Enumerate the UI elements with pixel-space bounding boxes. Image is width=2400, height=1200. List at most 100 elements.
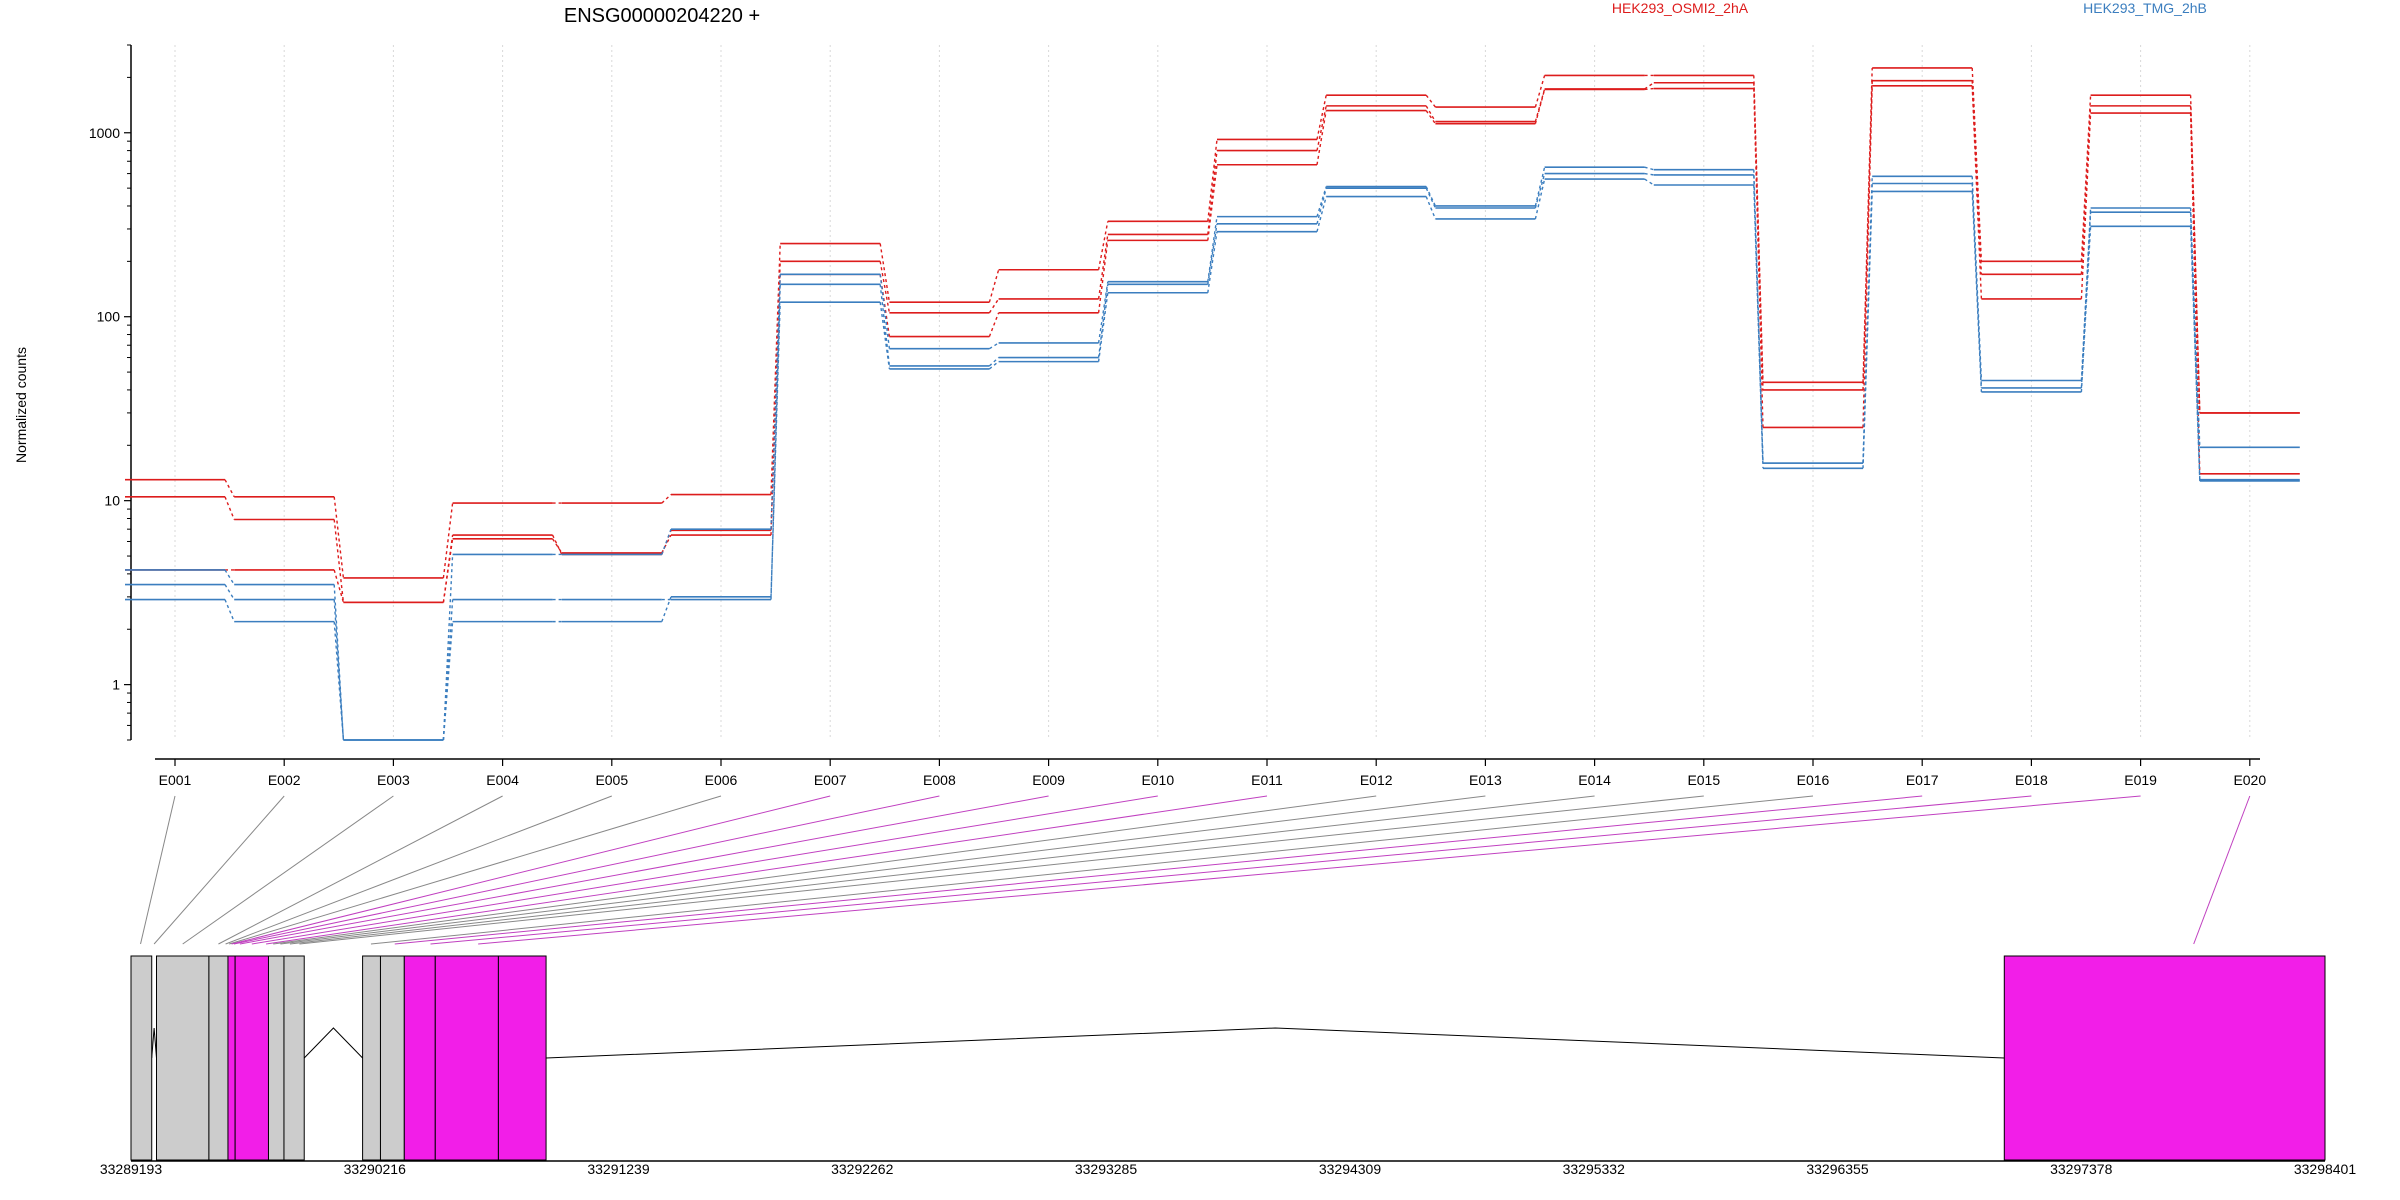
series-5-connector-10: [1316, 196, 1327, 232]
exon-block-7: [362, 955, 381, 1161]
exon-link-E001: [140, 795, 176, 945]
series-2-connector-4: [661, 534, 672, 554]
series-4-connector-10: [1316, 187, 1327, 224]
series-4-connector-12: [1534, 173, 1546, 209]
y-tick-label-100: 100: [97, 309, 121, 325]
exon-link-E018: [430, 795, 2032, 945]
exon-link-E013: [280, 795, 1486, 945]
series-5-connector-14: [1753, 184, 1764, 469]
series-2-connector-11: [1425, 110, 1436, 125]
exon-block-0: [130, 955, 153, 1161]
series-5-connector-18: [2189, 226, 2201, 481]
exon-link-E007: [231, 795, 831, 945]
x-tick-label-E018: E018: [2015, 772, 2048, 788]
series-2-connector-10: [1316, 110, 1327, 165]
x-tick-label-E005: E005: [595, 772, 628, 788]
genomic-tick-label-33289193: 33289193: [100, 1161, 163, 1177]
series-0-connector-1: [333, 496, 345, 579]
y-axis-label: Normalized counts: [13, 347, 29, 463]
exon-block-6: [283, 955, 305, 1161]
series-3-connector-17: [2080, 207, 2092, 381]
x-tick-label-E011: E011: [1251, 772, 1283, 788]
x-tick-label-E003: E003: [377, 772, 410, 788]
series-2-connector-17: [2080, 113, 2092, 299]
series-5-connector-11: [1425, 196, 1437, 220]
series-0: [125, 67, 2300, 579]
exon-block-8: [379, 955, 405, 1161]
series-1-connector-13: [1644, 82, 1655, 90]
x-tick-label-E017: E017: [1906, 772, 1939, 788]
series-5-connector-6: [879, 302, 891, 370]
series-1-connector-1: [333, 519, 345, 603]
series-1-connector-8: [1097, 234, 1109, 299]
series-3-connector-5: [770, 274, 781, 530]
exon-link-layer: [140, 795, 2251, 945]
x-tick-label-E007: E007: [814, 772, 847, 788]
exon-link-E003: [182, 795, 394, 945]
x-tick-label-E008: E008: [923, 772, 956, 788]
exon-block-11: [497, 955, 547, 1161]
genomic-tick-label-33294309: 33294309: [1319, 1161, 1382, 1177]
x-tick-label-E013: E013: [1469, 772, 1502, 788]
series-2-connector-2: [442, 538, 454, 603]
series-1-connector-7: [988, 298, 1000, 314]
series-1: [125, 79, 2300, 604]
genomic-tick-label-33298401: 33298401: [2294, 1161, 2357, 1177]
series-3-connector-12: [1534, 167, 1546, 207]
x-tick-label-E001: E001: [159, 772, 192, 788]
series-5-connector-17: [2080, 226, 2092, 392]
genomic-tick-label-33297378: 33297378: [2050, 1161, 2113, 1177]
exon-link-E012: [273, 795, 1377, 945]
series-1-connector-6: [879, 261, 891, 313]
series-0-connector-6: [879, 243, 891, 303]
series-5-connector-1: [333, 621, 345, 741]
y-tick-label-10: 10: [104, 493, 120, 509]
exon-link-E016: [370, 795, 1814, 945]
series-5-connector-5: [770, 302, 781, 597]
series-5-connector-13: [1644, 178, 1655, 186]
series-4-connector-9: [1207, 223, 1218, 285]
series-2-connector-13: [1644, 87, 1654, 91]
series-2: [125, 85, 2300, 604]
series-3-connector-6: [879, 274, 891, 349]
exon-block-5: [267, 955, 285, 1161]
series-2-connector-7: [988, 312, 1000, 337]
series-1-connector-10: [1316, 105, 1327, 151]
x-tick-label-E012: E012: [1360, 772, 1393, 788]
series-0-connector-4: [661, 494, 672, 504]
series-5-connector-0: [224, 599, 235, 622]
genomic-tick-label-33296355: 33296355: [1806, 1161, 1869, 1177]
series-1-connector-11: [1425, 105, 1437, 122]
series-0-connector-7: [988, 269, 1000, 303]
series-0-connector-0: [224, 479, 235, 498]
exon-link-E011: [266, 795, 1268, 945]
series-4-connector-6: [879, 284, 891, 367]
exon-link-E004: [218, 795, 503, 945]
x-tick-label-E009: E009: [1032, 772, 1065, 788]
x-tick-label-E004: E004: [486, 772, 519, 788]
series-3-connector-8: [1097, 281, 1109, 344]
series-5: [125, 178, 2300, 741]
series-0-connector-11: [1425, 94, 1436, 108]
exon-block-12: [2003, 955, 2326, 1161]
exon-link-E015: [299, 795, 1704, 945]
series-4-connector-0: [224, 584, 235, 600]
genomic-axis: 33289193 33290216 33291239 33292262 33293285…: [100, 1160, 2357, 1177]
series-0-connector-8: [1097, 221, 1109, 270]
series-1-connector-9: [1207, 150, 1218, 235]
series-5-connector-9: [1207, 231, 1218, 293]
exon-link-E019: [478, 795, 2141, 945]
legend-entry-tmg: HEK293_TMG_2hB: [2083, 0, 2207, 16]
x-tick-label-E015: E015: [1687, 772, 1720, 788]
exon-link-E020: [2193, 795, 2251, 945]
series-4: [125, 172, 2300, 741]
series-2-connector-9: [1207, 164, 1218, 241]
series-5-connector-2: [442, 621, 454, 741]
series-4-connector-7: [988, 357, 1000, 367]
intron-0: [151, 1027, 157, 1059]
series-3-connector-13: [1644, 166, 1654, 171]
x-tick-label-E006: E006: [705, 772, 738, 788]
series-4-connector-5: [770, 284, 781, 600]
series-2-connector-12: [1534, 89, 1546, 124]
